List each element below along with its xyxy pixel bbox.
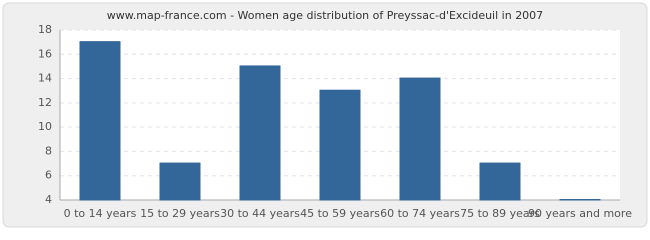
x-tick-label: 90 years and more	[528, 207, 632, 220]
x-tick-label: 15 to 29 years	[140, 207, 220, 220]
x-tick-label: 45 to 59 years	[300, 207, 380, 220]
x-tick-label: 60 to 74 years	[380, 207, 460, 220]
x-tick-label: 30 to 44 years	[220, 207, 300, 220]
chart-title: www.map-france.com - Women age distribut…	[107, 9, 543, 22]
chart: www.map-france.com - Women age distribut…	[2, 2, 648, 228]
bar	[159, 162, 201, 201]
y-tick-label: 4	[45, 193, 52, 206]
y-tick-label: 12	[38, 96, 52, 109]
bar	[559, 199, 601, 201]
y-tick-label: 14	[38, 72, 52, 85]
y-tick-label: 16	[38, 47, 52, 60]
bar	[239, 65, 281, 201]
y-tick-label: 18	[38, 23, 52, 36]
bar	[79, 41, 121, 201]
y-tick-label: 8	[45, 144, 52, 157]
x-tick-label: 75 to 89 years	[460, 207, 540, 220]
bar	[479, 162, 521, 201]
y-tick-label: 6	[45, 169, 52, 182]
y-tick-label: 10	[38, 120, 52, 133]
x-tick-label: 0 to 14 years	[64, 207, 137, 220]
bar	[399, 77, 441, 201]
bar	[319, 89, 361, 201]
